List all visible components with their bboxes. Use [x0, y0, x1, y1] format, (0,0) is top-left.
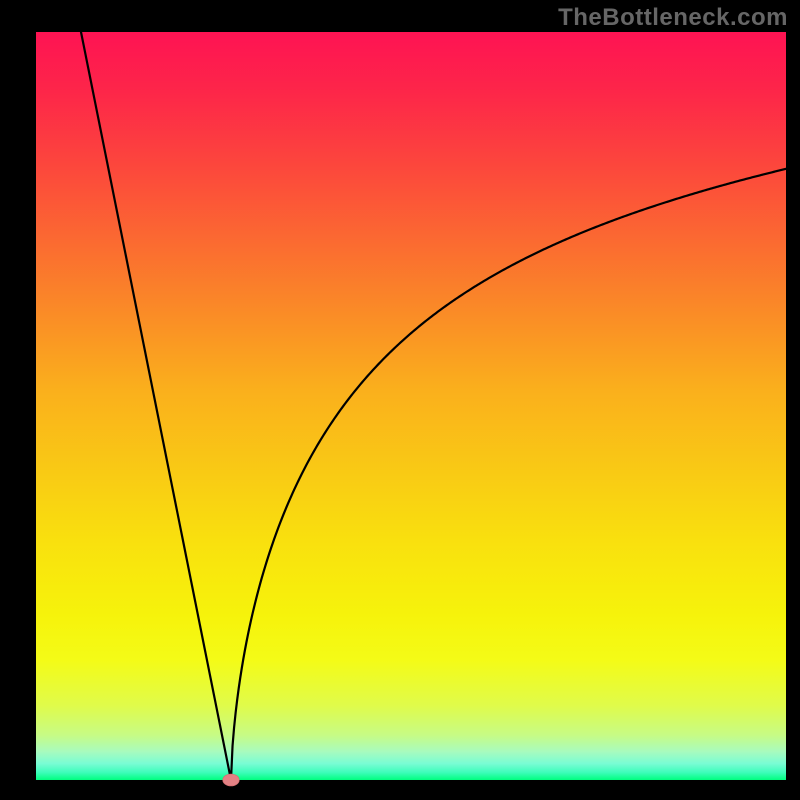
chart-container: TheBottleneck.com: [0, 0, 800, 800]
sweet-spot-marker: [223, 774, 240, 786]
plot-background: [36, 32, 786, 780]
bottleneck-chart: [0, 0, 800, 800]
watermark-text: TheBottleneck.com: [558, 4, 788, 32]
